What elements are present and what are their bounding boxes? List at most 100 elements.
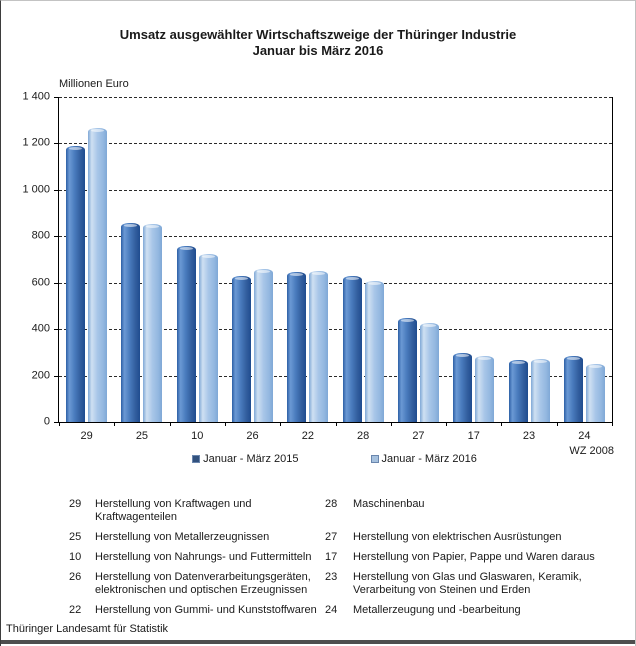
- x-axis-tick: [224, 422, 226, 426]
- x-axis-category-label: 26: [246, 430, 259, 442]
- bar-2016-22: [309, 270, 329, 422]
- x-axis-category-label: 10: [191, 430, 204, 442]
- gridline: [59, 189, 612, 191]
- x-axis-tick: [390, 422, 392, 426]
- y-axis-tick: [54, 375, 59, 377]
- x-axis-tick: [114, 422, 116, 426]
- x-axis-note: WZ 2008: [569, 445, 614, 457]
- gridline: [59, 143, 612, 145]
- sector-code: 22: [69, 604, 82, 616]
- x-axis-tick: [59, 422, 60, 426]
- chart-legend: Januar - März 2015 Januar - März 2016: [58, 453, 611, 465]
- bar-2015-10: [176, 246, 196, 422]
- bar-2016-17: [475, 356, 495, 422]
- bar-2015-25: [121, 222, 141, 422]
- gridline: [59, 329, 612, 331]
- x-axis-category-label: 17: [467, 430, 480, 442]
- x-axis-category-label: 25: [135, 430, 149, 442]
- y-axis-tick: [54, 236, 59, 238]
- gridline: [59, 97, 612, 98]
- sector-label: Metallerzeugung und -bearbeitung: [353, 604, 521, 616]
- sector-code: 25: [69, 531, 82, 543]
- y-axis-tick-label: 400: [31, 322, 50, 335]
- sector-label: Herstellung von Kraftwagen und Kraftwage…: [95, 498, 252, 523]
- bar-2016-26: [254, 269, 274, 422]
- bar-2015-17: [453, 353, 473, 422]
- legend-item-2: Januar - März 2016: [370, 453, 477, 465]
- y-axis-tick: [54, 329, 59, 331]
- bar-2016-29: [88, 127, 108, 422]
- sector-code: 17: [325, 551, 338, 563]
- chart-title-line1: Umsatz ausgewählter Wirtschaftszweige de…: [119, 27, 517, 42]
- legend-item-1: Januar - März 2015: [192, 453, 299, 465]
- legend-item-label: Januar - März 2015: [203, 453, 299, 465]
- x-axis-tick: [169, 422, 171, 426]
- bar-2015-24: [563, 356, 583, 422]
- legend-marker-icon: [192, 455, 201, 463]
- sector-label: Herstellung von Metallerzeugnissen: [95, 531, 270, 543]
- y-axis-tick-label: 600: [31, 276, 50, 289]
- x-axis-tick: [556, 422, 558, 426]
- chart-title-line2: Januar bis März 2016: [252, 43, 384, 58]
- bar-2015-22: [287, 272, 307, 422]
- bar-2016-24: [585, 364, 605, 422]
- sector-code: 28: [325, 498, 338, 510]
- legend-marker-icon: [370, 455, 379, 463]
- y-axis-tick-label: 800: [31, 229, 50, 242]
- y-axis-tick-label: 1 200: [22, 136, 50, 149]
- x-axis-tick: [612, 422, 613, 426]
- gridline: [59, 236, 612, 238]
- bar-2015-26: [232, 276, 252, 422]
- y-axis-tick-label: 1 400: [22, 90, 50, 103]
- bar-2015-28: [342, 275, 362, 422]
- legend-item-label: Januar - März 2016: [381, 453, 477, 465]
- y-axis-tick: [54, 189, 59, 191]
- x-axis-tick: [501, 422, 503, 426]
- bar-2016-27: [419, 323, 439, 422]
- sector-code-legend: 29 Herstellung von Kraftwagen und Kraftwa…: [69, 498, 615, 617]
- sector-code: 29: [69, 498, 82, 510]
- sector-label: Herstellung von Datenverarbeitungsgeräte…: [95, 571, 311, 596]
- x-axis-category-label: 27: [412, 430, 425, 442]
- bar-2016-10: [198, 253, 218, 422]
- x-axis-tick: [446, 422, 448, 426]
- gridline: [59, 375, 612, 377]
- x-axis-category-label: 22: [301, 430, 314, 442]
- source-attribution: Thüringer Landesamt für Statistik: [6, 623, 169, 635]
- bar-2015-27: [397, 317, 417, 422]
- bar-2015-23: [508, 359, 528, 422]
- sector-label: Herstellung von Nahrungs- und Futtermitt…: [95, 551, 312, 563]
- sector-code: 10: [69, 551, 82, 563]
- x-axis-category-label: 29: [80, 430, 93, 442]
- y-axis-unit-label: Millionen Euro: [59, 78, 129, 90]
- window-bottom-border: [1, 640, 635, 644]
- y-axis-tick-label: 200: [31, 368, 50, 381]
- bar-2016-25: [143, 224, 163, 422]
- bar-2016-28: [364, 280, 384, 422]
- y-axis-tick-label: 1 000: [22, 183, 50, 196]
- sector-code: 23: [325, 571, 338, 583]
- x-axis-tick: [280, 422, 282, 426]
- bar-2016-23: [530, 359, 550, 422]
- sector-label: Herstellung von elektrischen Ausrüstunge…: [353, 531, 562, 543]
- y-axis-tick: [54, 143, 59, 145]
- sector-code: 27: [325, 531, 338, 543]
- gridline: [59, 282, 612, 284]
- sector-code: 26: [69, 571, 82, 583]
- sector-label: Herstellung von Papier, Pappe und Waren …: [353, 551, 595, 563]
- chart-title: Umsatz ausgewählter Wirtschaftszweige de…: [1, 27, 635, 59]
- x-axis-category-label: 23: [522, 430, 536, 442]
- y-axis-tick-label: 0: [43, 415, 50, 428]
- y-axis-tick: [54, 422, 59, 423]
- x-axis-category-label: 24: [578, 430, 591, 442]
- bar-2015-29: [66, 145, 86, 422]
- y-axis-tick: [54, 97, 59, 98]
- plot-area: WZ 2008 0 200 400 600 800 1 000 1 200 1 400 29 25…: [22, 90, 614, 457]
- x-axis-category-label: 28: [357, 430, 370, 442]
- sector-code: 24: [325, 604, 338, 616]
- x-axis-tick: [335, 422, 337, 426]
- y-axis-tick: [54, 282, 59, 284]
- sector-label: Maschinenbau: [353, 498, 425, 510]
- sector-label: Herstellung von Glas und Glaswaren, Kera…: [353, 571, 582, 596]
